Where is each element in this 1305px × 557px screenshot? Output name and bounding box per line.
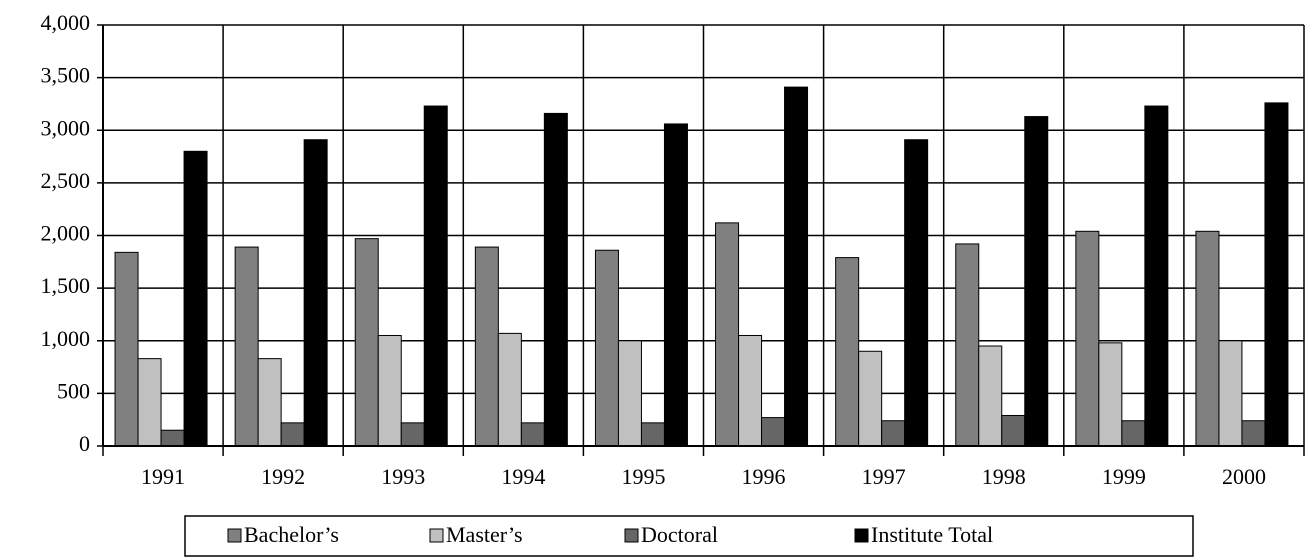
y-tick-label: 3,500 bbox=[41, 63, 91, 88]
bar bbox=[1144, 105, 1169, 447]
x-tick-label: 1998 bbox=[982, 464, 1026, 489]
bar bbox=[835, 257, 860, 447]
bar bbox=[354, 238, 379, 447]
bar bbox=[400, 422, 425, 447]
bar bbox=[1218, 340, 1243, 447]
legend-swatch bbox=[854, 528, 869, 543]
y-tick-label: 2,000 bbox=[41, 221, 91, 246]
bar bbox=[1001, 414, 1026, 447]
bar bbox=[761, 417, 786, 447]
y-tick-label: 500 bbox=[57, 378, 90, 403]
bar bbox=[1195, 230, 1220, 447]
bar bbox=[423, 105, 448, 447]
bar bbox=[978, 345, 1003, 447]
x-tick-label: 1996 bbox=[742, 464, 786, 489]
bar bbox=[881, 420, 906, 447]
legend-swatch bbox=[429, 528, 444, 543]
bar bbox=[257, 358, 282, 447]
y-tick-label: 4,000 bbox=[41, 10, 91, 35]
bar bbox=[594, 249, 619, 447]
bar bbox=[904, 139, 929, 447]
bar bbox=[1241, 420, 1266, 447]
y-tick-label: 2,500 bbox=[41, 168, 91, 193]
bar bbox=[1264, 102, 1289, 447]
legend-label: Master’s bbox=[446, 522, 523, 547]
bar bbox=[377, 334, 402, 447]
x-tick-label: 1994 bbox=[501, 464, 545, 489]
bar bbox=[858, 350, 883, 447]
x-tick-label: 1993 bbox=[381, 464, 425, 489]
bar bbox=[183, 150, 208, 447]
bar bbox=[160, 429, 185, 447]
bar bbox=[1024, 116, 1049, 447]
bar bbox=[640, 422, 665, 447]
bar bbox=[784, 86, 809, 447]
legend-label: Bachelor’s bbox=[244, 522, 339, 547]
y-tick-label: 0 bbox=[79, 431, 90, 456]
bar bbox=[234, 246, 259, 447]
bar bbox=[1075, 230, 1100, 447]
y-tick-label: 1,000 bbox=[41, 326, 91, 351]
y-tick-label: 1,500 bbox=[41, 273, 91, 298]
legend-label: Institute Total bbox=[871, 522, 993, 547]
bar bbox=[137, 358, 162, 447]
bar bbox=[497, 332, 522, 447]
x-tick-label: 1999 bbox=[1102, 464, 1146, 489]
bar bbox=[520, 422, 545, 447]
bar bbox=[715, 222, 740, 447]
bar bbox=[663, 123, 688, 447]
bar bbox=[955, 243, 980, 447]
legend-label: Doctoral bbox=[641, 522, 718, 547]
bar bbox=[114, 251, 139, 447]
bar bbox=[1098, 342, 1123, 447]
bar bbox=[303, 139, 328, 447]
bar bbox=[738, 334, 763, 447]
y-tick-label: 3,000 bbox=[41, 115, 91, 140]
legend-swatch bbox=[227, 528, 242, 543]
x-tick-label: 2000 bbox=[1222, 464, 1266, 489]
x-tick-label: 1991 bbox=[141, 464, 185, 489]
x-tick-label: 1997 bbox=[862, 464, 906, 489]
legend-swatch bbox=[624, 528, 639, 543]
bar bbox=[474, 246, 499, 447]
bar bbox=[543, 112, 568, 447]
x-tick-label: 1995 bbox=[621, 464, 665, 489]
bar bbox=[617, 340, 642, 447]
x-tick-label: 1992 bbox=[261, 464, 305, 489]
legend-box bbox=[184, 515, 1194, 557]
bar bbox=[280, 422, 305, 447]
bar bbox=[1121, 420, 1146, 447]
